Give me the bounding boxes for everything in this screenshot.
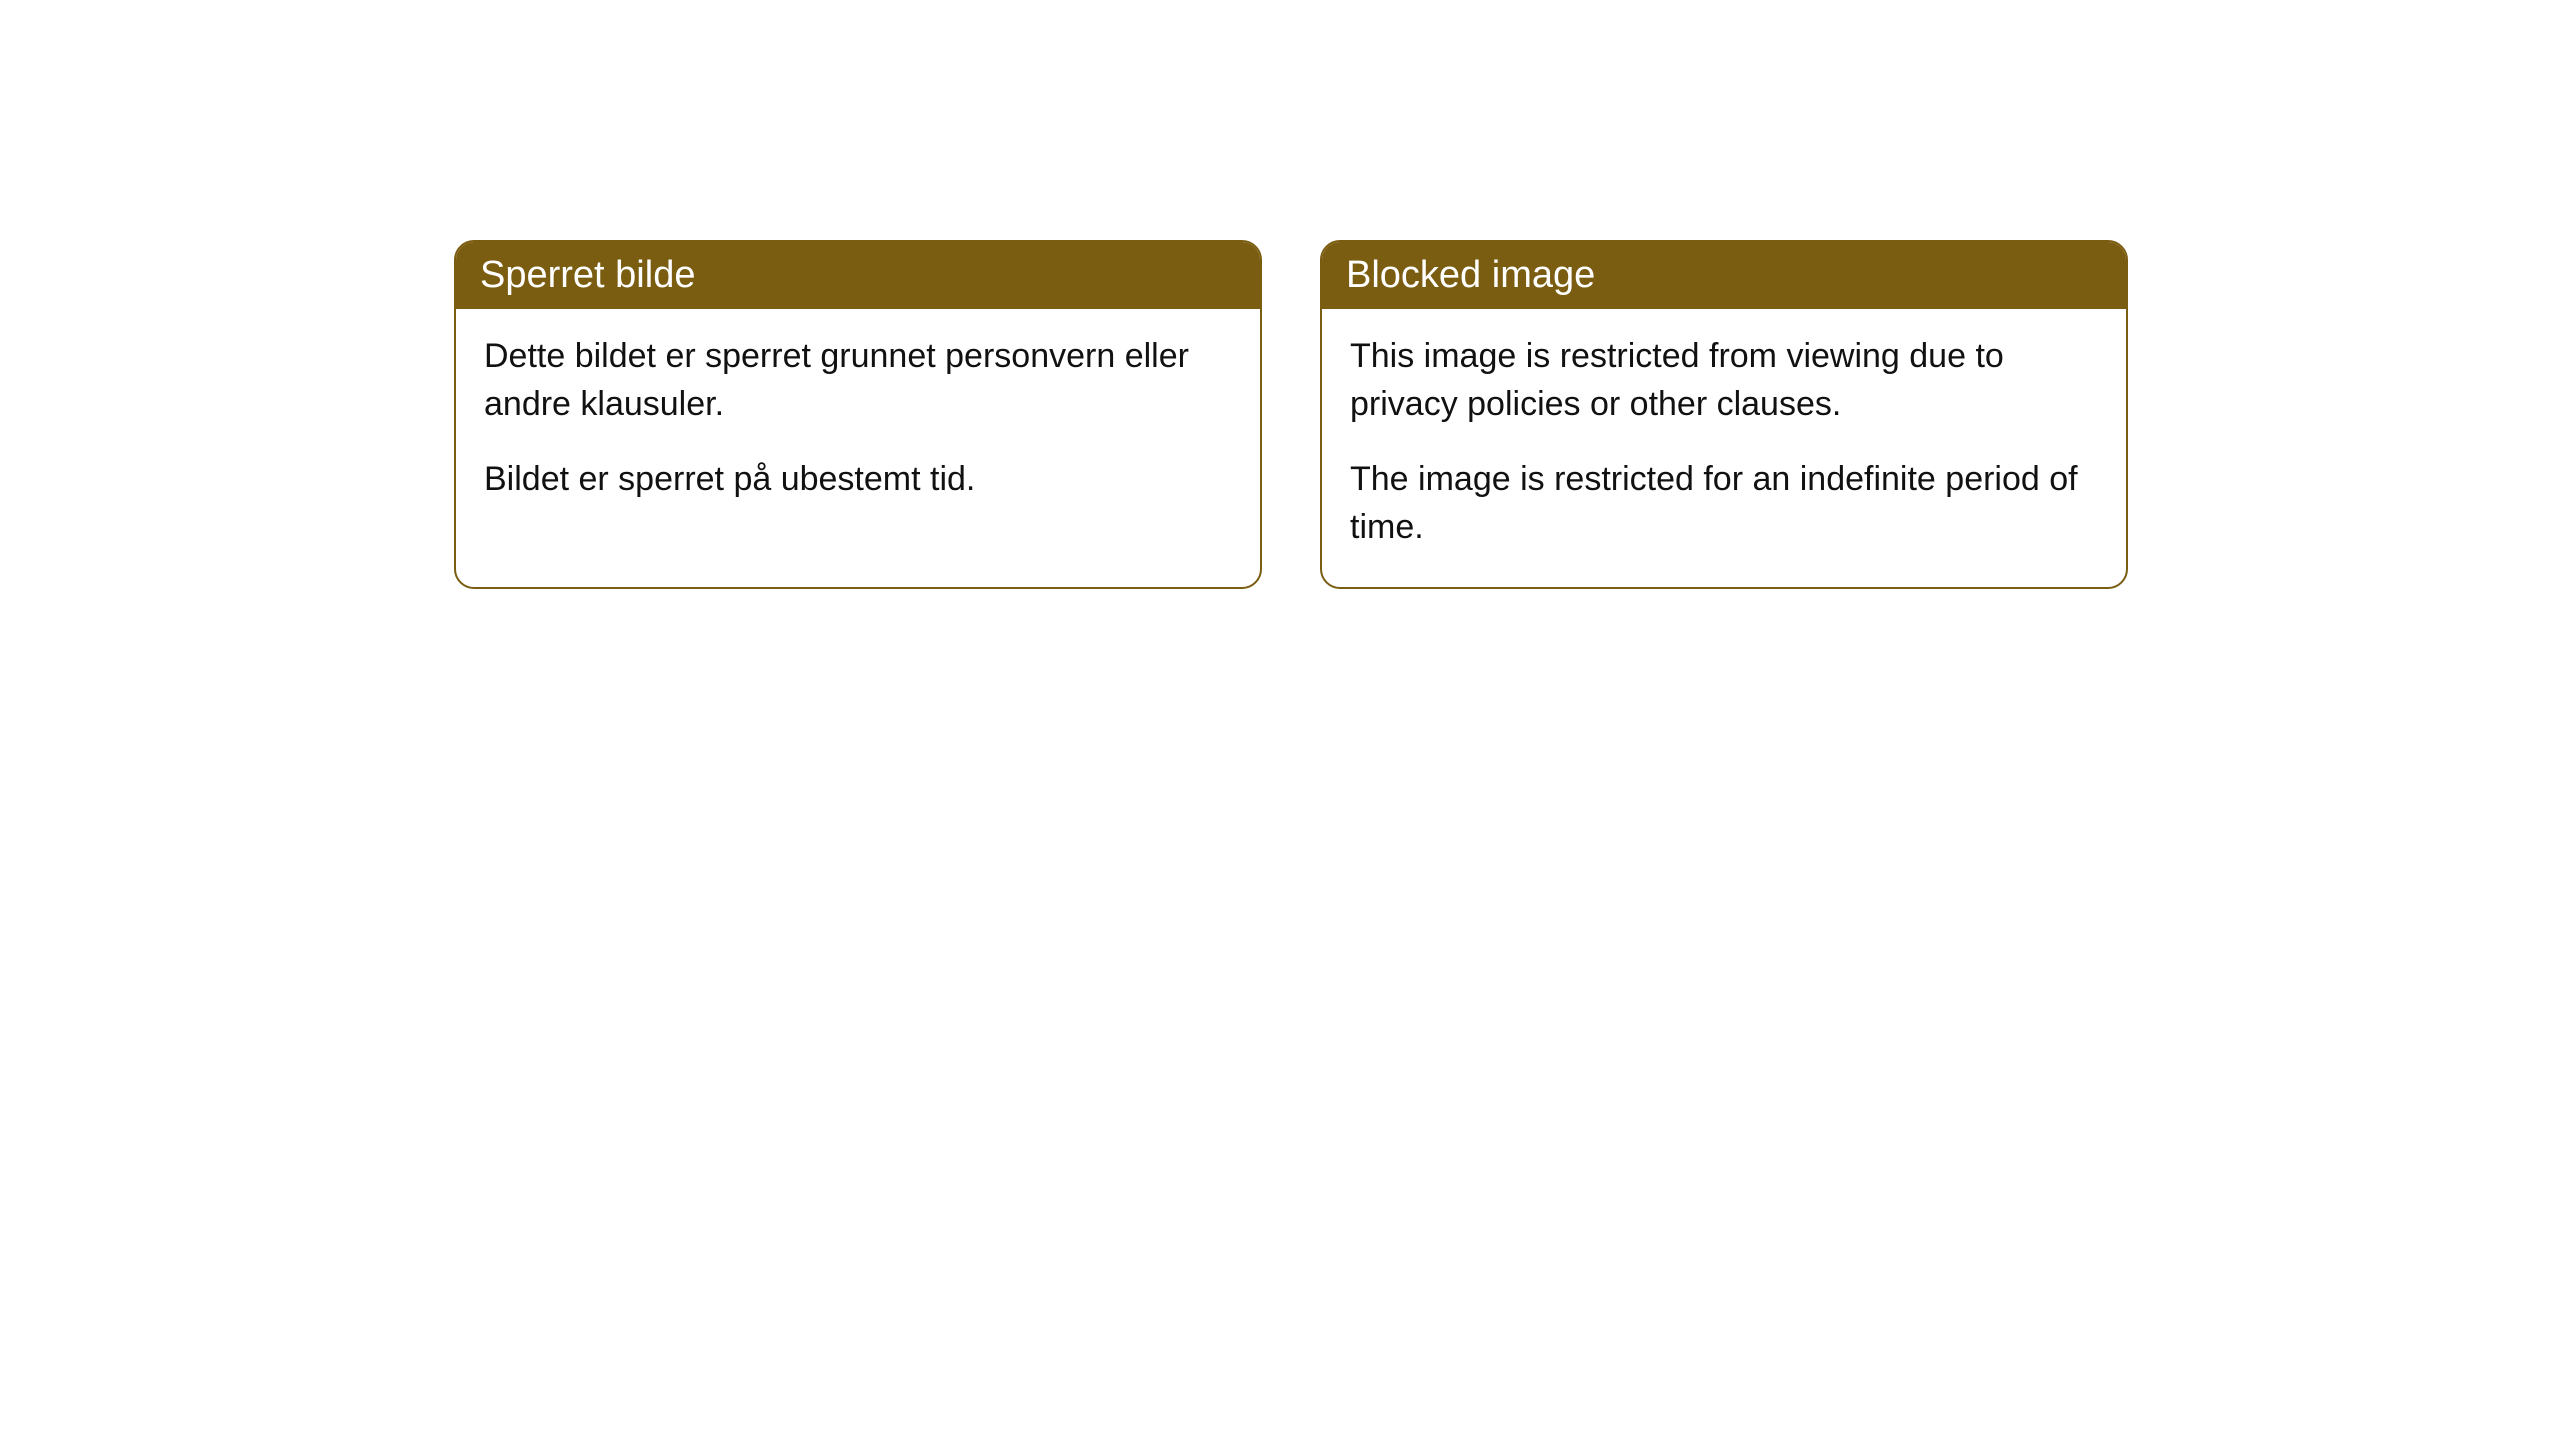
card-body-no: Dette bildet er sperret grunnet personve… — [456, 309, 1260, 540]
card-paragraph-1-en: This image is restricted from viewing du… — [1350, 333, 2098, 428]
blocked-image-card-no: Sperret bilde Dette bildet er sperret gr… — [454, 240, 1262, 589]
card-body-en: This image is restricted from viewing du… — [1322, 309, 2126, 587]
card-header-en: Blocked image — [1322, 242, 2126, 309]
blocked-image-card-en: Blocked image This image is restricted f… — [1320, 240, 2128, 589]
card-header-no: Sperret bilde — [456, 242, 1260, 309]
card-paragraph-2-en: The image is restricted for an indefinit… — [1350, 456, 2098, 551]
card-title-no: Sperret bilde — [480, 254, 695, 296]
card-paragraph-1-no: Dette bildet er sperret grunnet personve… — [484, 333, 1232, 428]
card-paragraph-2-no: Bildet er sperret på ubestemt tid. — [484, 456, 1232, 504]
card-title-en: Blocked image — [1346, 254, 1595, 296]
card-container: Sperret bilde Dette bildet er sperret gr… — [0, 0, 2560, 589]
